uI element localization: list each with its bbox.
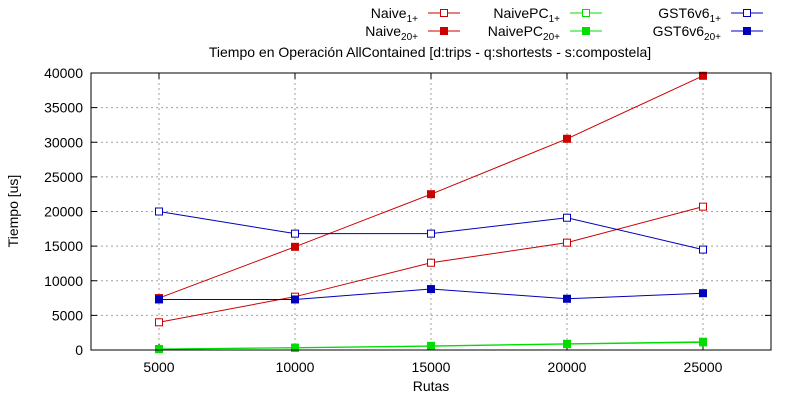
legend-item: NaivePC1+ [493, 5, 602, 25]
y-tick-label: 0 [75, 342, 83, 358]
legend-marker [582, 27, 590, 35]
data-point [699, 337, 707, 346]
series-gst6v6-20plus [155, 285, 707, 304]
legend-marker [582, 9, 590, 17]
legend-item: GST6v61+ [658, 5, 763, 25]
y-tick-label: 25000 [44, 169, 83, 185]
series-gst6v6-1plus [155, 207, 707, 254]
y-tick-label: 30000 [44, 134, 83, 150]
series-naive-1plus [155, 202, 707, 327]
legend-marker [440, 9, 448, 17]
y-tick-label: 35000 [44, 100, 83, 116]
legend-label: GST6v61+ [658, 5, 721, 25]
series-naivepc-20plus [155, 337, 707, 353]
x-axis-title: Rutas [413, 378, 450, 394]
legend-item: Naive1+ [371, 5, 460, 25]
y-axis-title: Tiempo [us] [5, 175, 21, 248]
data-point [427, 258, 435, 267]
series-group [155, 71, 707, 354]
data-point [563, 294, 571, 303]
data-point [155, 295, 163, 304]
grid [91, 73, 771, 350]
data-point [427, 190, 435, 199]
data-point [427, 229, 435, 238]
data-point [291, 295, 299, 304]
data-point [155, 318, 163, 327]
chart-title: Tiempo en Operación AllContained [d:trip… [209, 44, 651, 60]
legend-label: NaivePC1+ [493, 5, 560, 25]
x-tick-label: 25000 [684, 359, 723, 375]
x-tick-label: 20000 [548, 359, 587, 375]
data-point [699, 289, 707, 298]
legend-item: GST6v620+ [653, 23, 763, 43]
series-naive-20plus [155, 71, 707, 303]
data-point [563, 339, 571, 348]
data-point [699, 245, 707, 254]
y-tick-label: 5000 [52, 307, 83, 323]
legend-marker [440, 27, 448, 35]
data-point [563, 238, 571, 247]
data-point [563, 134, 571, 143]
data-point [427, 341, 435, 350]
data-point [155, 344, 163, 353]
legend-label: Naive1+ [371, 5, 418, 25]
x-tick-label: 15000 [412, 359, 451, 375]
y-tick-label: 40000 [44, 65, 83, 81]
x-tick-label: 10000 [276, 359, 315, 375]
legend-marker [743, 27, 751, 35]
legend-marker [743, 9, 751, 17]
data-point [291, 242, 299, 251]
data-point [155, 207, 163, 216]
data-point [291, 229, 299, 238]
legend-item: Naive20+ [365, 23, 460, 43]
legend: Naive1+Naive20+ NaivePC1+NaivePC20+ GST6v6… [365, 5, 763, 43]
data-point [699, 202, 707, 211]
legend-label: NaivePC20+ [488, 23, 560, 43]
x-tick-label: 5000 [143, 359, 174, 375]
data-point [699, 71, 707, 80]
legend-item: NaivePC20+ [488, 23, 602, 43]
data-point [427, 285, 435, 294]
y-tick-label: 15000 [44, 238, 83, 254]
data-point [291, 343, 299, 352]
plot-frame [90, 72, 772, 351]
axis-ticks: 0 5000 10000 15000 20000 25000 30000 35000 40000… [44, 65, 771, 375]
y-tick-label: 10000 [44, 273, 83, 289]
legend-label: Naive20+ [365, 23, 418, 43]
y-tick-label: 20000 [44, 204, 83, 220]
legend-label: GST6v620+ [653, 23, 721, 43]
data-point [563, 213, 571, 222]
